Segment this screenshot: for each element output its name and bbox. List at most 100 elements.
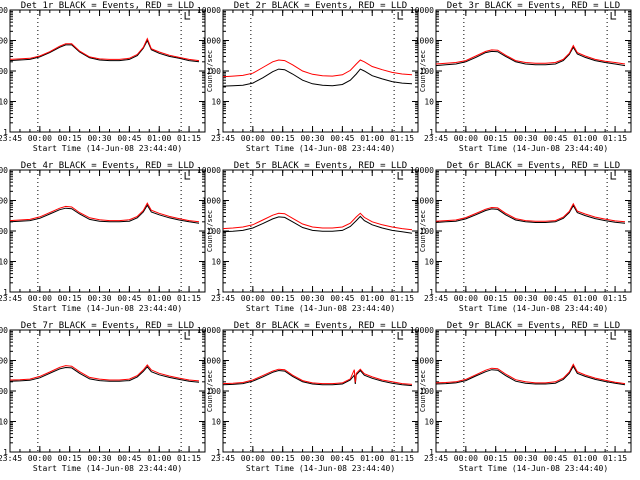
series-lld-line [222, 59, 413, 78]
series-lld-line [222, 212, 413, 231]
y-tick-label: 100 [420, 387, 435, 396]
x-axis-label: Start Time (14-Jun-08 23:44:40) [246, 304, 395, 313]
x-tick-label: 00:00 [241, 454, 265, 463]
x-tick-label: 00:30 [300, 134, 324, 143]
y-tick-label: 1 [216, 448, 221, 457]
x-tick-label: 01:15 [177, 294, 201, 303]
x-tick-label: 00:45 [543, 294, 567, 303]
series-lld-line [9, 202, 200, 223]
y-tick-label: 100 [207, 67, 222, 76]
y-axis-label: Counts/sec [419, 370, 427, 412]
panel-det-4r: Det 4r BLACK = Events, RED = LLD 1 10 100 10… [0, 161, 206, 313]
y-tick-label: 1 [216, 288, 221, 297]
x-tick-label: 00:30 [87, 454, 111, 463]
interval-bracket [397, 12, 404, 20]
y-tick-label: 10000 [197, 6, 221, 15]
interval-bracket [397, 332, 404, 340]
y-tick-label: 100 [207, 387, 222, 396]
x-tick-label: 01:00 [573, 454, 597, 463]
x-tick-label: 00:15 [58, 294, 82, 303]
x-tick-label: 00:15 [58, 134, 82, 143]
x-tick-label: 00:00 [241, 294, 265, 303]
y-tick-label: 100 [0, 387, 8, 396]
x-tick-label: 00:30 [513, 294, 537, 303]
x-tick-label: 00:30 [300, 294, 324, 303]
x-axis-label: Start Time (14-Jun-08 23:44:40) [246, 144, 395, 153]
x-tick-label: 23:45 [211, 294, 235, 303]
y-tick-label: 10 [0, 418, 8, 427]
y-tick-label: 1 [216, 128, 221, 137]
x-tick-label: 01:15 [603, 134, 627, 143]
x-tick-label: 23:45 [424, 134, 448, 143]
series-events-line [9, 366, 200, 383]
y-tick-label: 1 [429, 288, 434, 297]
x-tick-label: 01:15 [390, 294, 414, 303]
x-tick-label: 01:15 [390, 454, 414, 463]
panel-title: Det 7r BLACK = Events, RED = LLD [21, 321, 194, 331]
x-tick-label: 00:45 [543, 454, 567, 463]
x-tick-label: 00:00 [454, 134, 478, 143]
y-axis-label: Counts/sec [419, 210, 427, 252]
x-tick-label: 00:30 [513, 454, 537, 463]
y-tick-label: 1 [3, 288, 8, 297]
series-events-line [222, 215, 413, 234]
x-tick-label: 23:45 [0, 454, 22, 463]
panel-det-3r: Det 3r BLACK = Events, RED = LLD 1 10 100 10… [410, 1, 632, 153]
panel-det-2r: Det 2r BLACK = Events, RED = LLD 1 10 100 10… [197, 1, 419, 153]
y-tick-label: 10000 [410, 6, 434, 15]
x-tick-label: 00:15 [484, 134, 508, 143]
series-lld-line [222, 368, 413, 385]
x-tick-label: 00:45 [117, 454, 141, 463]
x-tick-label: 00:15 [58, 454, 82, 463]
x-tick-label: 23:45 [424, 454, 448, 463]
series-events-line [435, 46, 626, 67]
y-tick-label: 100 [0, 67, 8, 76]
y-tick-label: 1000 [415, 197, 434, 206]
y-tick-label: 10 [211, 98, 221, 107]
x-tick-label: 00:15 [271, 454, 295, 463]
x-tick-label: 00:15 [484, 294, 508, 303]
panel-det-6r: Det 6r BLACK = Events, RED = LLD 1 10 100 10… [410, 161, 632, 313]
y-tick-label: 10000 [410, 166, 434, 175]
x-axis-label: Start Time (14-Jun-08 23:44:40) [459, 464, 608, 473]
y-tick-label: 10000 [0, 6, 8, 15]
x-tick-label: 01:15 [177, 454, 201, 463]
series-lld-line [435, 44, 626, 65]
x-tick-label: 00:45 [330, 294, 354, 303]
x-tick-label: 00:45 [330, 454, 354, 463]
x-tick-label: 23:45 [0, 294, 22, 303]
x-axis-label: Start Time (14-Jun-08 23:44:40) [33, 144, 182, 153]
y-tick-label: 1000 [0, 37, 8, 46]
y-tick-label: 100 [0, 227, 8, 236]
y-tick-label: 1 [3, 128, 8, 137]
x-tick-label: 00:30 [87, 294, 111, 303]
x-tick-label: 01:15 [603, 294, 627, 303]
x-tick-label: 00:00 [454, 294, 478, 303]
plot-frame [9, 329, 206, 453]
series-lld-line [9, 364, 200, 382]
x-tick-label: 01:00 [147, 454, 171, 463]
y-tick-label: 10 [424, 98, 434, 107]
series-lld-line [435, 202, 626, 223]
y-axis-label: Counts/sec [206, 370, 214, 412]
x-tick-label: 23:45 [424, 294, 448, 303]
y-tick-label: 1000 [202, 37, 221, 46]
y-tick-label: 10 [0, 258, 8, 267]
y-axis-label: Counts/sec [206, 50, 214, 92]
panel-det-9r: Det 9r BLACK = Events, RED = LLD 1 10 100 10… [410, 321, 632, 473]
x-tick-label: 00:15 [271, 134, 295, 143]
panel-title: Det 9r BLACK = Events, RED = LLD [447, 321, 620, 331]
interval-bracket [397, 172, 404, 180]
x-axis-label: Start Time (14-Jun-08 23:44:40) [33, 304, 182, 313]
y-tick-label: 1000 [0, 197, 8, 206]
panel-grid: Det 1r BLACK = Events, RED = LLD11010010… [0, 1, 632, 473]
x-tick-label: 23:45 [0, 134, 22, 143]
x-tick-label: 00:45 [543, 134, 567, 143]
y-tick-label: 10000 [197, 326, 221, 335]
x-tick-label: 00:30 [87, 134, 111, 143]
y-tick-label: 100 [207, 227, 222, 236]
x-tick-label: 00:15 [271, 294, 295, 303]
series-lld-line [9, 37, 200, 62]
x-axis-label: Start Time (14-Jun-08 23:44:40) [459, 304, 608, 313]
